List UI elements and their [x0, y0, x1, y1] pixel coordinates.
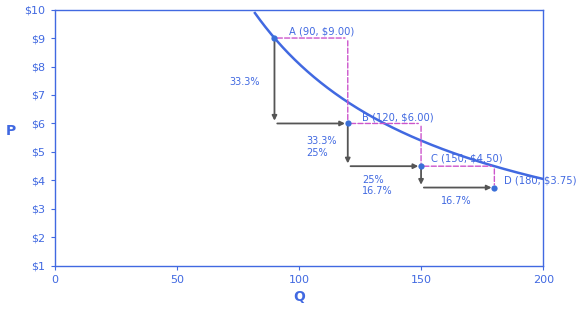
Text: 33.3%: 33.3% — [229, 77, 260, 87]
X-axis label: Q: Q — [293, 290, 305, 304]
Text: B (120, $6.00): B (120, $6.00) — [363, 112, 434, 122]
Text: 25%: 25% — [363, 175, 384, 185]
Text: A (90, $9.00): A (90, $9.00) — [289, 27, 355, 37]
Text: C (150, $4.50): C (150, $4.50) — [431, 154, 503, 164]
Text: 16.7%: 16.7% — [441, 196, 472, 206]
Text: 25%: 25% — [306, 148, 328, 158]
Text: 16.7%: 16.7% — [363, 186, 393, 196]
Text: D (180, $3.75): D (180, $3.75) — [504, 175, 577, 185]
Y-axis label: P: P — [5, 124, 16, 138]
Text: 33.3%: 33.3% — [306, 136, 337, 146]
